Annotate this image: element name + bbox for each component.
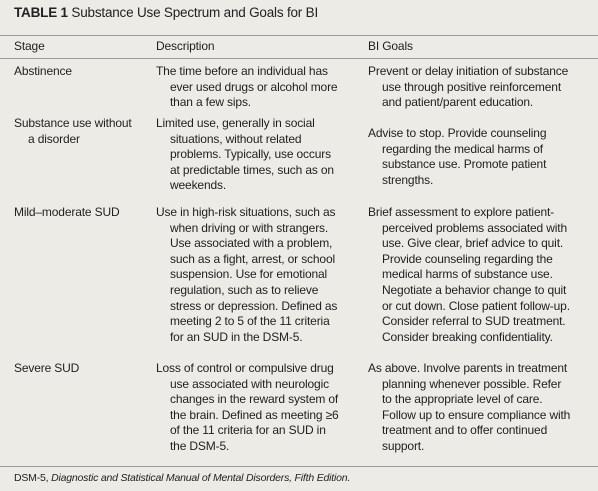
row-2-description: Limited use, generally in social situatio… bbox=[156, 116, 334, 194]
cell-line: use associated with neurologic bbox=[170, 376, 329, 391]
cell-line: than a few sips. bbox=[170, 95, 251, 110]
footnote: DSM-5, Diagnostic and Statistical Manual… bbox=[14, 472, 350, 484]
cell-line: stress or depression. Defined as bbox=[170, 298, 338, 313]
cell-line: Consider referral to SUD treatment. bbox=[382, 314, 566, 329]
header-description: Description bbox=[156, 39, 215, 53]
cell-line: the DSM-5. bbox=[170, 438, 230, 453]
cell-line: Advise to stop. Provide counseling bbox=[368, 126, 547, 140]
cell-line: Abstinence bbox=[14, 64, 72, 78]
header-top-rule bbox=[0, 35, 598, 36]
cell-line: a disorder bbox=[28, 131, 80, 146]
cell-line: of the 11 criteria for an SUD in bbox=[170, 423, 326, 438]
row-2-stage: Substance use without a disorder bbox=[14, 116, 132, 147]
cell-line: such as a fight, arrest, or school bbox=[170, 251, 335, 266]
row-3-goals: Brief assessment to explore patient-perc… bbox=[368, 205, 570, 345]
cell-line: use. Give clear, brief advice to quit. bbox=[382, 236, 564, 251]
cell-line: or cut down. Close patient follow-up. bbox=[382, 298, 570, 313]
row-4-goals: As above. Involve parents in treatment pl… bbox=[368, 361, 570, 455]
table-caption: Substance Use Spectrum and Goals for BI bbox=[71, 5, 318, 20]
cell-line: support. bbox=[382, 438, 425, 453]
cell-line: Follow up to ensure compliance with bbox=[382, 407, 571, 422]
cell-line: suspension. Use for emotional bbox=[170, 267, 328, 282]
row-1-stage: Abstinence bbox=[14, 64, 72, 80]
cell-line: weekends. bbox=[170, 178, 227, 193]
cell-line: treatment and to offer continued bbox=[382, 423, 548, 438]
cell-line: Severe SUD bbox=[14, 361, 80, 375]
cell-line: Provide counseling regarding the bbox=[382, 251, 553, 266]
cell-line: when driving or with strangers. bbox=[170, 220, 329, 235]
cell-line: use through positive reinforcement bbox=[382, 79, 562, 94]
cell-line: planning whenever possible. Refer bbox=[382, 376, 562, 391]
table-bottom-rule bbox=[0, 466, 598, 467]
cell-line: the brain. Defined as meeting ≥6 bbox=[170, 407, 339, 422]
cell-line: Negotiate a behavior change to quit bbox=[382, 282, 567, 297]
cell-line: Use associated with a problem, bbox=[170, 236, 333, 251]
row-3-stage: Mild–moderate SUD bbox=[14, 205, 120, 221]
footnote-expansion: Diagnostic and Statistical Manual of Men… bbox=[51, 472, 351, 484]
cell-line: for an SUD in the DSM-5. bbox=[170, 329, 303, 344]
cell-line: ever used drugs or alcohol more bbox=[170, 79, 338, 94]
footnote-abbr: DSM-5, bbox=[14, 472, 49, 484]
cell-line: meeting 2 to 5 of the 11 criteria bbox=[170, 314, 330, 329]
cell-line: Substance use without bbox=[14, 116, 132, 130]
cell-line: Consider breaking confidentiality. bbox=[382, 329, 553, 344]
cell-line: Mild–moderate SUD bbox=[14, 205, 120, 219]
cell-line: The time before an individual has bbox=[156, 64, 328, 78]
cell-line: medical harms of substance use. bbox=[382, 267, 553, 282]
header-bottom-rule bbox=[0, 58, 598, 59]
cell-line: Prevent or delay initiation of substance bbox=[368, 64, 569, 78]
cell-line: at predictable times, such as on bbox=[170, 162, 334, 177]
cell-line: regarding the medical harms of bbox=[382, 141, 543, 156]
cell-line: and patient/parent education. bbox=[382, 95, 534, 110]
cell-line: regulation, such as to relieve bbox=[170, 282, 319, 297]
row-1-description: The time before an individual has ever us… bbox=[156, 64, 338, 111]
header-stage: Stage bbox=[14, 39, 45, 53]
header-goals: BI Goals bbox=[368, 39, 413, 53]
row-2-goals: Advise to stop. Provide counseling regard… bbox=[368, 126, 546, 188]
cell-line: problems. Typically, use occurs bbox=[170, 147, 331, 162]
row-4-stage: Severe SUD bbox=[14, 361, 79, 377]
cell-line: strengths. bbox=[382, 172, 434, 187]
row-3-description: Use in high-risk situations, such as when… bbox=[156, 205, 337, 345]
cell-line: to the appropriate level of care. bbox=[382, 392, 543, 407]
cell-line: Brief assessment to explore patient- bbox=[368, 205, 555, 219]
cell-line: As above. Involve parents in treatment bbox=[368, 361, 568, 375]
row-1-goals: Prevent or delay initiation of substance… bbox=[368, 64, 568, 111]
table-label: TABLE 1 bbox=[14, 5, 68, 20]
cell-line: Limited use, generally in social bbox=[156, 116, 315, 130]
cell-line: perceived problems associated with bbox=[382, 220, 567, 235]
cell-line: situations, without related bbox=[170, 131, 302, 146]
cell-line: substance use. Promote patient bbox=[382, 157, 547, 172]
row-4-description: Loss of control or compulsive drug use as… bbox=[156, 361, 339, 455]
table-title: TABLE 1 Substance Use Spectrum and Goals… bbox=[14, 5, 318, 20]
cell-line: Loss of control or compulsive drug bbox=[156, 361, 334, 375]
cell-line: Use in high-risk situations, such as bbox=[156, 205, 336, 219]
cell-line: changes in the reward system of bbox=[170, 392, 339, 407]
